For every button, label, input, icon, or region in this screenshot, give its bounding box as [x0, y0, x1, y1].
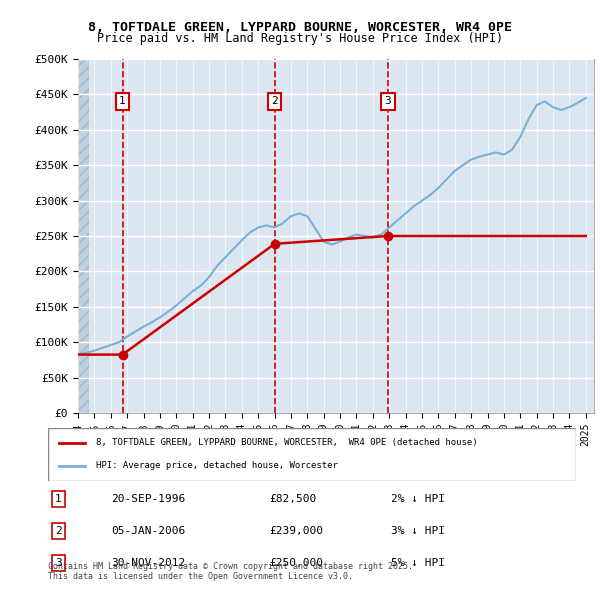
Text: £239,000: £239,000	[270, 526, 324, 536]
Text: 3% ↓ HPI: 3% ↓ HPI	[391, 526, 445, 536]
Text: 3: 3	[55, 558, 62, 568]
Text: 2: 2	[55, 526, 62, 536]
Text: £250,000: £250,000	[270, 558, 324, 568]
Text: 30-NOV-2012: 30-NOV-2012	[112, 558, 185, 568]
Bar	[78, 59, 86, 413]
Text: 05-JAN-2006: 05-JAN-2006	[112, 526, 185, 536]
FancyBboxPatch shape	[48, 428, 576, 481]
Text: 20-SEP-1996: 20-SEP-1996	[112, 494, 185, 504]
Text: 8, TOFTDALE GREEN, LYPPARD BOURNE, WORCESTER, WR4 0PE: 8, TOFTDALE GREEN, LYPPARD BOURNE, WORCE…	[88, 21, 512, 34]
Text: Contains HM Land Registry data © Crown copyright and database right 2025.
This d: Contains HM Land Registry data © Crown c…	[48, 562, 413, 581]
Bar	[78, 59, 89, 413]
Text: 2% ↓ HPI: 2% ↓ HPI	[391, 494, 445, 504]
Text: 1: 1	[119, 97, 126, 106]
Text: Price paid vs. HM Land Registry's House Price Index (HPI): Price paid vs. HM Land Registry's House …	[97, 32, 503, 45]
Text: 8, TOFTDALE GREEN, LYPPARD BOURNE, WORCESTER,  WR4 0PE (detached house): 8, TOFTDALE GREEN, LYPPARD BOURNE, WORCE…	[95, 438, 477, 447]
Text: HPI: Average price, detached house, Worcester: HPI: Average price, detached house, Worc…	[95, 461, 337, 470]
Text: 2: 2	[271, 97, 278, 106]
Text: 5% ↓ HPI: 5% ↓ HPI	[391, 558, 445, 568]
Text: 1: 1	[55, 494, 62, 504]
Text: 3: 3	[385, 97, 391, 106]
Text: £82,500: £82,500	[270, 494, 317, 504]
